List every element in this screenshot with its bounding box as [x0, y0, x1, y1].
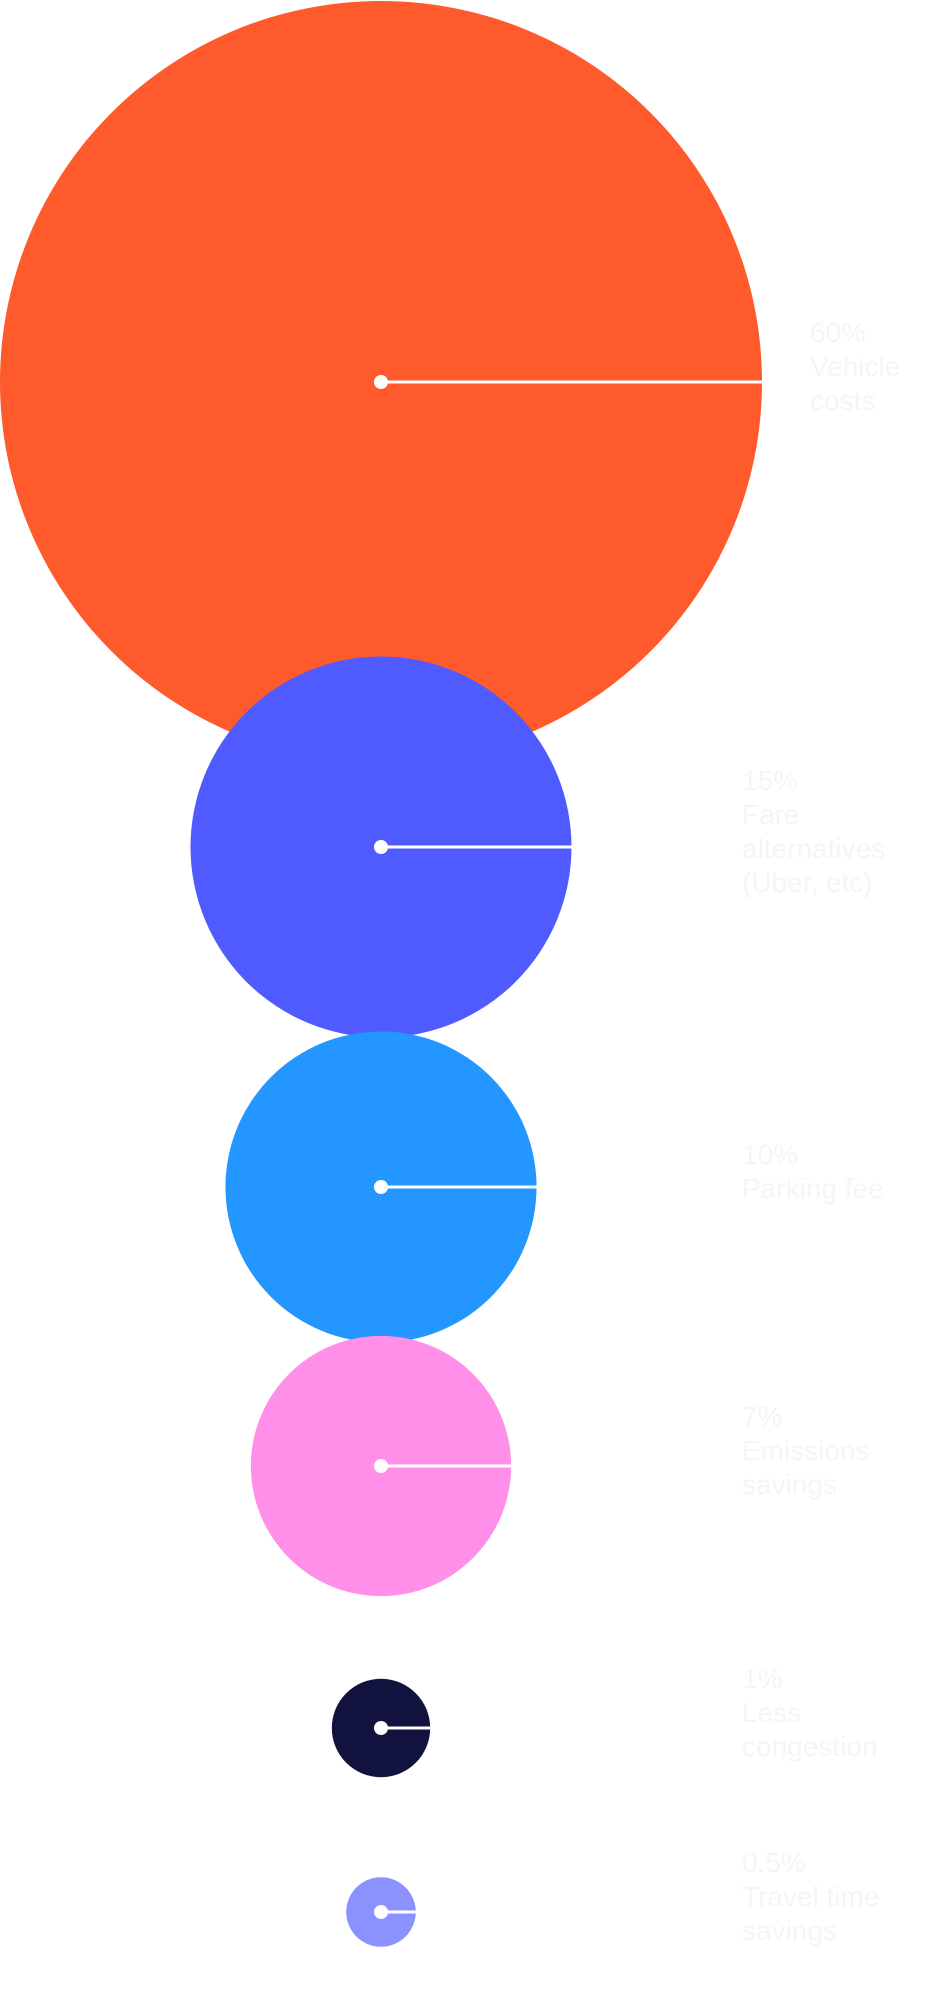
- bubble-4-label-line-1: Less: [742, 1697, 801, 1728]
- bubble-2-label-line-1: Parking fee: [742, 1173, 884, 1204]
- bubble-5-label-line-0: 0.5%: [742, 1847, 806, 1878]
- bubble-2-label-line-0: 10%: [742, 1139, 798, 1170]
- bubble-4-label-line-2: congestion: [742, 1731, 877, 1762]
- bubble-0-label-line-1: Vehicle: [810, 351, 900, 382]
- bubble-2-center-dot: [374, 1180, 388, 1194]
- bubble-4-label-line-0: 1%: [742, 1663, 782, 1694]
- bubble-5-label: 0.5% Travel time savings: [742, 1847, 879, 1946]
- bubble-4-center-dot: [374, 1721, 388, 1735]
- bubble-0-label-line-0: 60%: [810, 317, 866, 348]
- bubble-5-center-dot: [374, 1905, 388, 1919]
- bubble-1-label-line-1: Fare: [742, 799, 800, 830]
- bubble-1-center-dot: [374, 840, 388, 854]
- bubble-3-center-dot: [374, 1459, 388, 1473]
- bubble-5-label-line-2: savings: [742, 1915, 837, 1946]
- bubble-3-label-line-1: Emissions: [742, 1435, 870, 1466]
- bubble-4-label: 1% Less congestion: [742, 1663, 877, 1762]
- bubble-1-label-line-3: (Uber, etc): [742, 867, 873, 898]
- bubble-1-label: 15% Fare alternatives (Uber, etc): [742, 765, 885, 898]
- bubble-3-label: 7% Emissions savings: [742, 1401, 870, 1500]
- bubble-1-label-line-2: alternatives: [742, 833, 885, 864]
- bubble-5-label-line-1: Travel time: [742, 1881, 879, 1912]
- bubble-1-label-line-0: 15%: [742, 765, 798, 796]
- bubble-3-label-line-0: 7%: [742, 1401, 782, 1432]
- bubble-0-label-line-2: costs: [810, 385, 875, 416]
- bubble-2-label: 10% Parking fee: [742, 1139, 884, 1204]
- bubble-3-label-line-2: savings: [742, 1469, 837, 1500]
- bubble-0-center-dot: [374, 375, 388, 389]
- bubble-0-label: 60% Vehicle costs: [810, 317, 900, 416]
